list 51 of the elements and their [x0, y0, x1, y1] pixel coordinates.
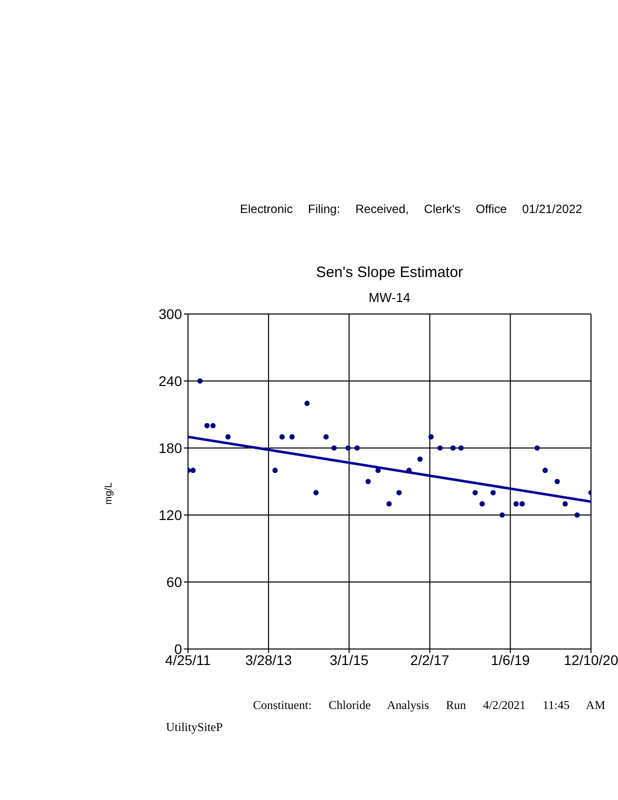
point	[479, 501, 485, 506]
point	[210, 423, 216, 428]
point	[345, 445, 351, 451]
point	[562, 501, 568, 506]
point	[375, 468, 381, 473]
point	[272, 468, 278, 473]
point	[514, 501, 519, 506]
y-axis-title: mg/L	[104, 482, 115, 505]
point	[190, 468, 196, 473]
text: UtilitySiteP	[166, 720, 223, 735]
y-tick-label: 240	[158, 372, 182, 389]
point	[534, 445, 540, 451]
point	[458, 445, 464, 451]
point	[450, 445, 456, 451]
point	[417, 456, 423, 462]
text: Constituent: Chloride Analysis Run 4/2/2021 11:45 AM	[253, 698, 606, 713]
point	[279, 434, 285, 440]
point	[500, 512, 505, 518]
x-tick-label: 3/28/13	[245, 652, 292, 668]
point	[225, 434, 231, 440]
point	[289, 434, 295, 440]
point	[204, 423, 210, 428]
point	[519, 501, 525, 506]
x-tick-label: 1/6/19	[490, 652, 530, 668]
point	[574, 512, 580, 518]
y-tick-label: 120	[158, 506, 182, 523]
x-tick-label: 3/1/15	[330, 652, 369, 668]
point	[313, 490, 319, 496]
text: Electronic Filing: Received, Clerk's Office 01/21/2022	[240, 202, 582, 216]
point	[304, 400, 310, 406]
point	[542, 468, 548, 473]
point	[323, 434, 329, 440]
point	[386, 501, 392, 506]
x-tick-label: 12/10/20	[564, 652, 618, 668]
point	[554, 478, 560, 484]
y-tick-label: 60	[166, 574, 182, 590]
point	[437, 445, 443, 451]
point	[406, 468, 412, 473]
point	[396, 490, 402, 496]
y-tick-label: 300	[158, 306, 182, 322]
chart-title: Sen's Slope Estimator	[314, 264, 464, 281]
point	[428, 434, 434, 440]
y-tick-label: 180	[158, 440, 182, 456]
x-tick-label: 2/2/17	[410, 652, 450, 668]
point	[354, 445, 360, 451]
point	[331, 445, 337, 451]
point	[365, 478, 371, 484]
point	[197, 378, 203, 384]
point	[472, 490, 478, 496]
chart-subtitle: MW-14	[368, 290, 412, 305]
point	[490, 490, 496, 496]
